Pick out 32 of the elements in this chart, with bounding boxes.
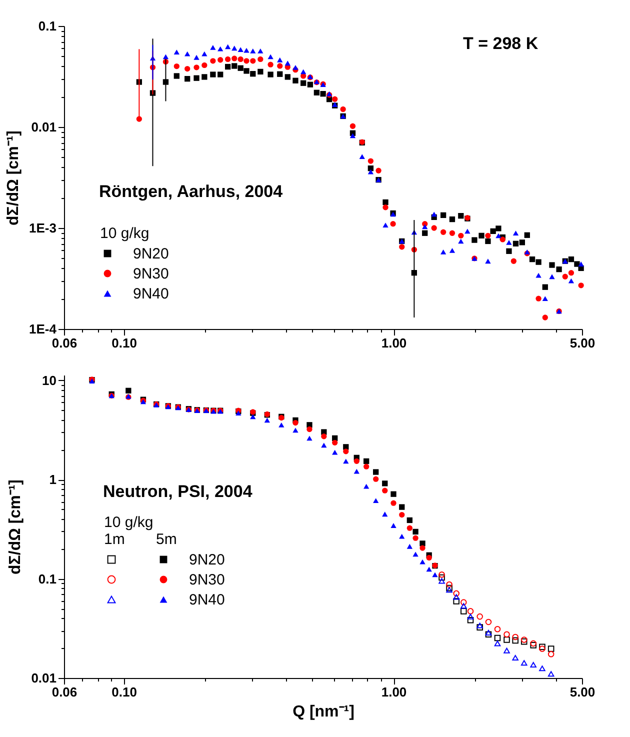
y-tick-label: 0.01: [31, 670, 56, 686]
y-axis-title: dΣ/dΩ [cm⁻¹]: [7, 480, 24, 574]
annotation: Neutron, PSI, 2004: [103, 482, 253, 501]
legend-label: 9N30: [133, 266, 169, 282]
annotation: 5m: [156, 531, 177, 548]
x-tick-label: 5.00: [570, 336, 596, 350]
y-tick-label: 0.1: [38, 18, 56, 34]
legend-label: 9N30: [189, 572, 225, 588]
y-tick-label: 1: [49, 472, 56, 488]
legend-label: 9N40: [189, 592, 225, 608]
legend-label: 9N20: [189, 552, 225, 568]
y-tick-label: 1E-3: [29, 220, 56, 236]
y-axis-title: dΣ/dΩ [cm⁻¹]: [5, 130, 22, 226]
legend-label: 9N20: [133, 246, 169, 262]
annotation: T = 298 K: [463, 34, 539, 53]
y-tick-label: 0.1: [38, 571, 56, 586]
legend-title: 10 g/kg: [100, 225, 150, 242]
x-tick-label: 1.00: [381, 684, 407, 700]
annotation: 1m: [104, 531, 125, 548]
y-tick-label: 1E-4: [29, 322, 58, 336]
legend-label: 9N40: [133, 286, 169, 302]
x-tick-label: 0.10: [112, 336, 137, 350]
x-tick-label: 1.00: [381, 336, 407, 350]
x-axis-title: Q [nm⁻¹]: [292, 704, 354, 720]
legend-title: 10 g/kg: [104, 514, 154, 531]
annotation: Röntgen, Aarhus, 2004: [99, 182, 284, 201]
x-tick-label: 0.06: [52, 336, 78, 350]
y-tick-label: 0.01: [31, 120, 56, 134]
y-tick-label: 10: [42, 372, 56, 388]
x-tick-label: 0.06: [52, 684, 78, 700]
x-tick-label: 5.00: [570, 684, 596, 700]
x-tick-label: 0.10: [112, 684, 137, 700]
